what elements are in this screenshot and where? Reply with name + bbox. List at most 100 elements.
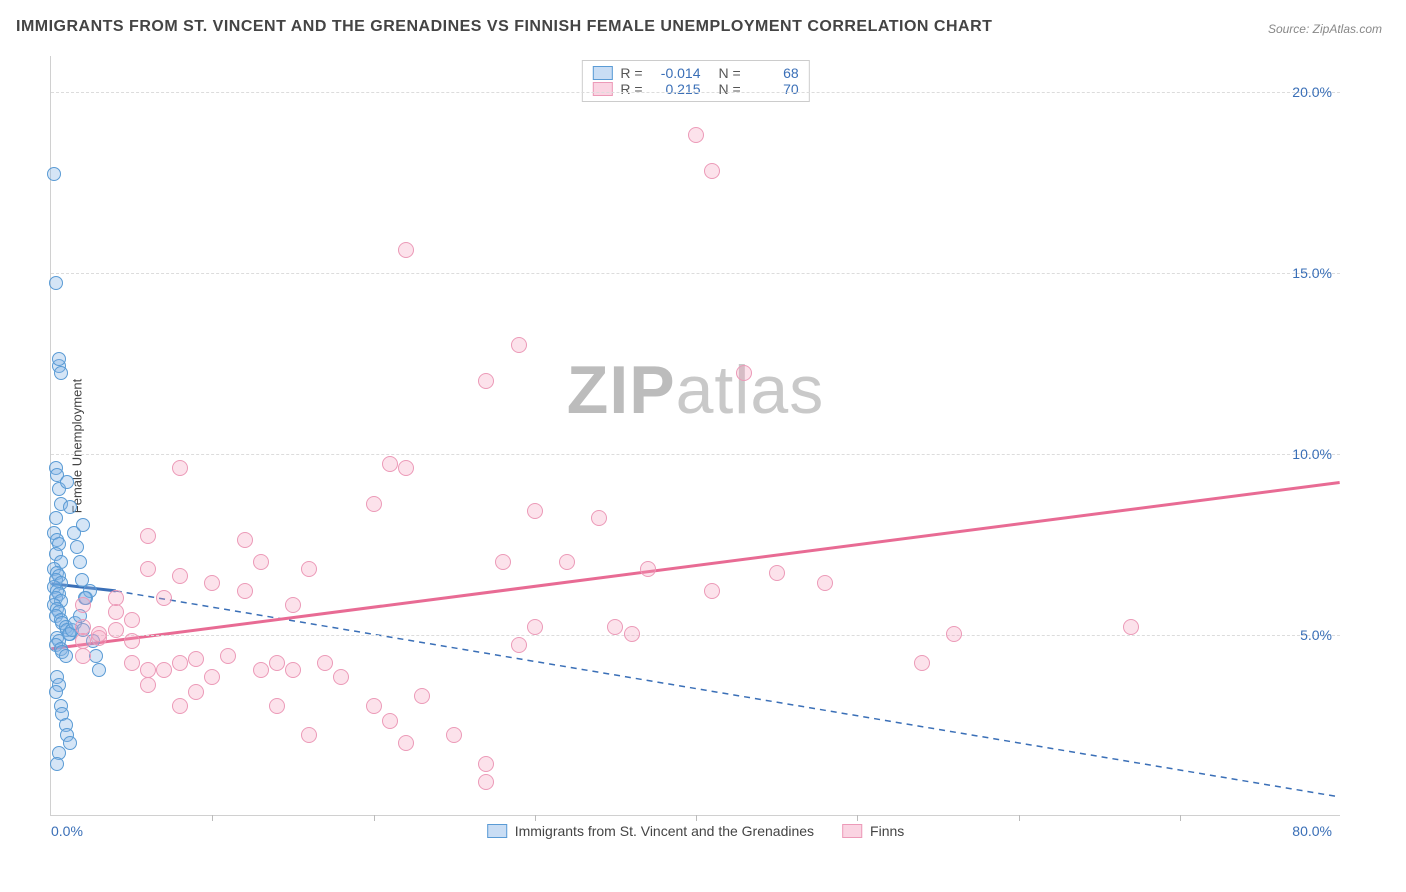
scatter-point: [108, 604, 124, 620]
scatter-point: [172, 655, 188, 671]
scatter-point: [559, 554, 575, 570]
scatter-point: [63, 500, 77, 514]
scatter-point: [54, 366, 68, 380]
scatter-point: [301, 727, 317, 743]
scatter-point: [188, 684, 204, 700]
scatter-point: [591, 510, 607, 526]
scatter-point: [156, 590, 172, 606]
scatter-point: [398, 460, 414, 476]
scatter-point: [124, 612, 140, 628]
legend-stats: R = -0.014 N = 68 R = 0.215 N = 70: [581, 60, 809, 102]
scatter-point: [398, 242, 414, 258]
scatter-point: [527, 619, 543, 635]
y-tick: 10.0%: [1292, 446, 1332, 462]
x-tick: 0.0%: [51, 823, 83, 839]
swatch-blue: [487, 824, 507, 838]
scatter-point: [624, 626, 640, 642]
scatter-point: [511, 637, 527, 653]
gridline: [51, 273, 1340, 274]
legend-row-blue: R = -0.014 N = 68: [592, 65, 798, 81]
scatter-point: [73, 555, 87, 569]
scatter-point: [382, 713, 398, 729]
scatter-point: [366, 496, 382, 512]
scatter-point: [446, 727, 462, 743]
scatter-point: [478, 373, 494, 389]
gridline: [51, 635, 1340, 636]
legend-series: Immigrants from St. Vincent and the Gren…: [487, 823, 905, 839]
scatter-point: [704, 163, 720, 179]
scatter-point: [688, 127, 704, 143]
scatter-point: [317, 655, 333, 671]
scatter-point: [495, 554, 511, 570]
x-tick-mark: [535, 815, 536, 821]
scatter-point: [736, 365, 752, 381]
scatter-point: [946, 626, 962, 642]
scatter-point: [285, 597, 301, 613]
scatter-point: [253, 554, 269, 570]
x-tick-mark: [1180, 815, 1181, 821]
scatter-point: [124, 633, 140, 649]
scatter-point: [269, 698, 285, 714]
scatter-point: [333, 669, 349, 685]
scatter-point: [204, 669, 220, 685]
scatter-point: [414, 688, 430, 704]
y-tick: 15.0%: [1292, 265, 1332, 281]
source-label: Source: ZipAtlas.com: [1268, 22, 1382, 36]
scatter-point: [108, 590, 124, 606]
scatter-point: [640, 561, 656, 577]
x-tick-mark: [212, 815, 213, 821]
scatter-point: [817, 575, 833, 591]
gridline: [51, 454, 1340, 455]
scatter-point: [47, 167, 61, 181]
x-tick-mark: [696, 815, 697, 821]
scatter-point: [301, 561, 317, 577]
scatter-point: [366, 698, 382, 714]
legend-item-pink: Finns: [842, 823, 904, 839]
scatter-point: [269, 655, 285, 671]
swatch-pink: [842, 824, 862, 838]
scatter-point: [63, 736, 77, 750]
scatter-point: [511, 337, 527, 353]
x-tick-mark: [1019, 815, 1020, 821]
scatter-point: [140, 662, 156, 678]
x-tick-mark: [374, 815, 375, 821]
scatter-point: [60, 475, 74, 489]
scatter-point: [50, 757, 64, 771]
scatter-point: [49, 276, 63, 290]
swatch-blue: [592, 66, 612, 80]
scatter-point: [285, 662, 301, 678]
scatter-point: [237, 583, 253, 599]
scatter-point: [478, 756, 494, 772]
swatch-pink: [592, 82, 612, 96]
x-tick-mark: [857, 815, 858, 821]
legend-item-blue: Immigrants from St. Vincent and the Gren…: [487, 823, 814, 839]
scatter-point: [704, 583, 720, 599]
scatter-point: [49, 511, 63, 525]
trend-lines: [51, 56, 1340, 815]
scatter-point: [49, 685, 63, 699]
scatter-point: [124, 655, 140, 671]
scatter-point: [398, 735, 414, 751]
scatter-point: [75, 573, 89, 587]
scatter-point: [382, 456, 398, 472]
scatter-point: [91, 626, 107, 642]
scatter-point: [140, 561, 156, 577]
scatter-point: [76, 518, 90, 532]
scatter-point: [156, 662, 172, 678]
scatter-point: [59, 649, 73, 663]
scatter-point: [92, 663, 106, 677]
watermark: ZIPatlas: [567, 351, 824, 429]
scatter-plot: ZIPatlas R = -0.014 N = 68 R = 0.215 N =…: [50, 56, 1340, 816]
chart-title: IMMIGRANTS FROM ST. VINCENT AND THE GREN…: [16, 18, 992, 36]
scatter-point: [237, 532, 253, 548]
y-tick: 20.0%: [1292, 84, 1332, 100]
legend-row-pink: R = 0.215 N = 70: [592, 81, 798, 97]
scatter-point: [478, 774, 494, 790]
scatter-point: [527, 503, 543, 519]
scatter-point: [140, 528, 156, 544]
scatter-point: [140, 677, 156, 693]
scatter-point: [52, 352, 66, 366]
scatter-point: [1123, 619, 1139, 635]
scatter-point: [108, 622, 124, 638]
x-tick: 80.0%: [1292, 823, 1332, 839]
